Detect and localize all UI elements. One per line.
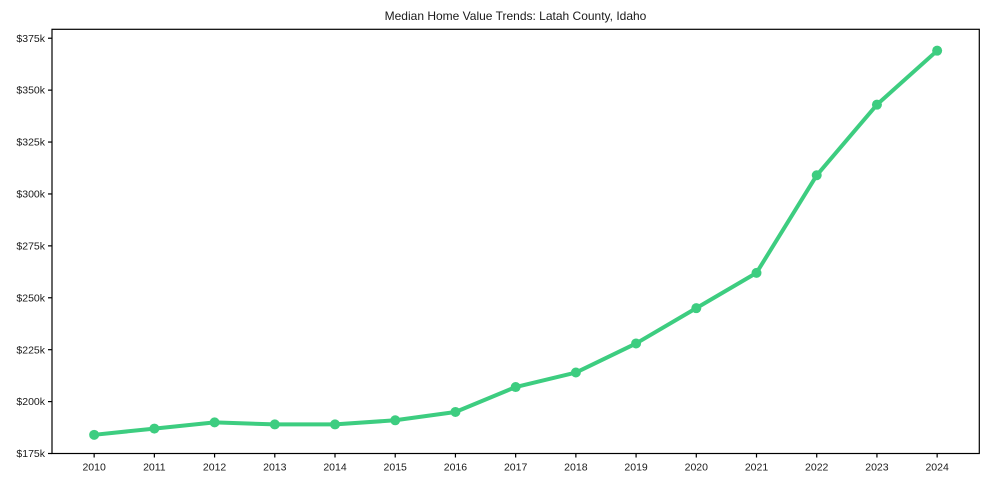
x-tick-label: 2011 (143, 462, 166, 474)
x-tick-label: 2012 (203, 462, 227, 474)
x-tick-label: 2015 (384, 462, 408, 474)
chart-title: Median Home Value Trends: Latah County, … (385, 9, 647, 23)
x-axis: 2010 2011 2012 2013 2014 2015 2016 2017 2018 2019… (82, 453, 949, 474)
data-point (871, 99, 882, 110)
y-tick-label: $325k (16, 137, 45, 149)
y-tick-label: $225k (16, 344, 45, 356)
x-tick-label: 2024 (925, 462, 949, 474)
x-tick-label: 2017 (504, 462, 528, 474)
data-point (330, 419, 341, 430)
y-axis: $175k $200k $225k $250k $275k $300k $325k $350k… (16, 33, 52, 460)
data-point (89, 429, 100, 440)
x-tick-label: 2020 (685, 462, 709, 474)
data-point (209, 417, 220, 428)
x-tick-label: 2010 (82, 462, 106, 474)
data-point (450, 406, 461, 417)
data-point (811, 170, 822, 181)
data-point (269, 419, 280, 430)
y-tick-label: $350k (16, 85, 45, 97)
data-point (390, 415, 401, 426)
y-tick-label: $275k (16, 240, 45, 252)
trend-line-series (89, 45, 943, 440)
data-point (751, 267, 762, 278)
data-point (932, 45, 943, 56)
y-tick-label: $175k (16, 448, 45, 460)
x-tick-label: 2016 (444, 462, 468, 474)
x-tick-label: 2013 (263, 462, 287, 474)
x-tick-label: 2014 (323, 462, 347, 474)
y-tick-label: $300k (16, 189, 45, 201)
data-point (570, 367, 581, 378)
data-point (149, 423, 160, 434)
x-tick-label: 2021 (745, 462, 769, 474)
data-point (510, 382, 521, 393)
x-tick-label: 2019 (624, 462, 648, 474)
y-tick-label: $375k (16, 33, 45, 45)
y-tick-label: $200k (16, 396, 45, 408)
data-point (691, 303, 702, 314)
y-tick-label: $250k (16, 292, 45, 304)
trend-line (92, 48, 940, 437)
x-tick-label: 2022 (805, 462, 829, 474)
data-point (631, 338, 642, 349)
x-tick-label: 2018 (564, 462, 588, 474)
x-tick-label: 2023 (865, 462, 889, 474)
